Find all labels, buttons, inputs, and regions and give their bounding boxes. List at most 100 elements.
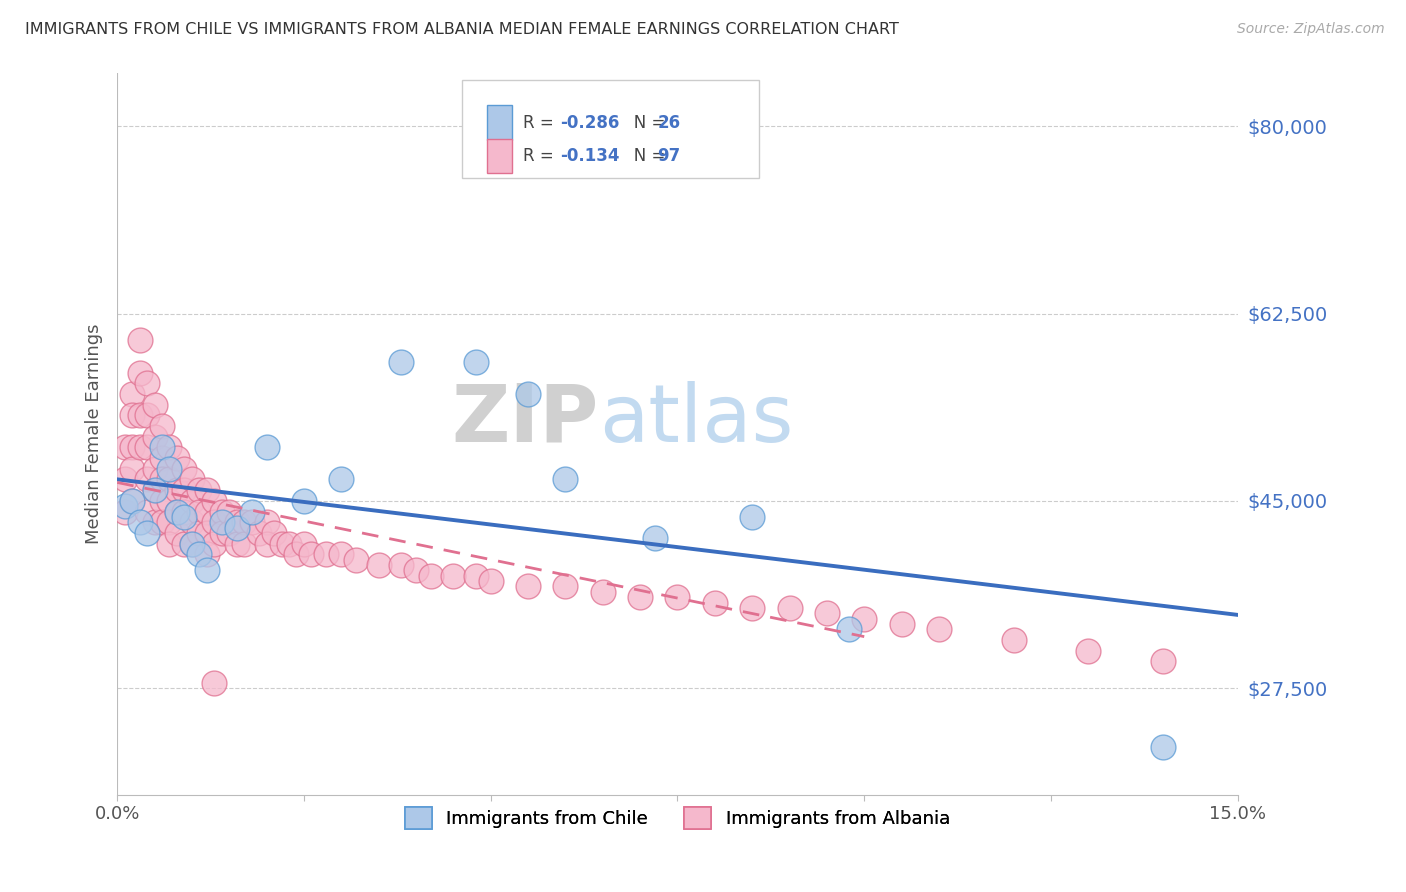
Point (666, 590, 689, 604)
Point (285, 547, 308, 561)
Point (554, 579, 576, 593)
Point (150, 516, 173, 530)
FancyBboxPatch shape (486, 138, 512, 173)
FancyBboxPatch shape (463, 80, 759, 178)
Point (159, 473, 181, 487)
Point (128, 334, 150, 348)
Point (114, 500, 136, 514)
Point (202, 516, 225, 530)
Point (202, 675, 225, 690)
Point (195, 563, 218, 577)
Point (159, 536, 181, 550)
Point (114, 473, 136, 487)
Point (121, 387, 143, 401)
Point (420, 568, 443, 582)
Point (136, 526, 159, 541)
Y-axis label: Median Female Earnings: Median Female Earnings (86, 324, 103, 544)
Text: 97: 97 (657, 147, 681, 165)
Point (211, 516, 233, 530)
Point (121, 409, 143, 423)
Point (121, 494, 143, 508)
Point (479, 574, 502, 588)
Point (554, 473, 576, 487)
Point (441, 568, 464, 582)
Point (592, 584, 614, 599)
Point (150, 419, 173, 434)
Point (136, 441, 159, 455)
Text: N =: N = (619, 147, 671, 165)
Point (344, 552, 367, 566)
Point (173, 510, 195, 524)
Point (263, 526, 285, 541)
Point (114, 441, 136, 455)
Point (159, 494, 181, 508)
Point (741, 600, 763, 615)
Point (464, 568, 486, 582)
Point (136, 409, 159, 423)
Point (195, 505, 218, 519)
Point (928, 622, 950, 636)
Point (143, 483, 166, 498)
Point (166, 505, 188, 519)
Point (128, 516, 150, 530)
Point (166, 505, 188, 519)
Point (225, 536, 247, 550)
Point (180, 516, 202, 530)
Point (256, 516, 278, 530)
Text: Source: ZipAtlas.com: Source: ZipAtlas.com (1237, 22, 1385, 37)
Point (211, 526, 233, 541)
Point (517, 579, 540, 593)
Point (180, 473, 202, 487)
Text: N =: N = (619, 113, 671, 132)
Point (256, 536, 278, 550)
Point (330, 473, 353, 487)
Point (815, 606, 838, 620)
Point (703, 595, 725, 609)
Point (143, 430, 166, 444)
Point (1077, 643, 1099, 657)
Point (464, 355, 486, 369)
Point (195, 547, 218, 561)
Point (114, 505, 136, 519)
Point (225, 516, 247, 530)
Point (195, 526, 218, 541)
Point (644, 532, 666, 546)
Point (299, 547, 322, 561)
Point (121, 462, 143, 476)
Point (330, 547, 353, 561)
Point (166, 451, 188, 466)
Point (150, 494, 173, 508)
Point (180, 536, 202, 550)
Point (202, 536, 225, 550)
Point (218, 526, 240, 541)
Point (233, 536, 256, 550)
FancyBboxPatch shape (486, 105, 512, 140)
Point (188, 526, 211, 541)
Point (628, 590, 651, 604)
Legend: Immigrants from Chile, Immigrants from Albania: Immigrants from Chile, Immigrants from A… (398, 800, 957, 837)
Point (202, 494, 225, 508)
Point (166, 526, 188, 541)
Point (188, 505, 211, 519)
Text: R =: R = (523, 147, 558, 165)
Point (173, 505, 195, 519)
Point (890, 616, 912, 631)
Point (121, 441, 143, 455)
Point (195, 483, 218, 498)
Point (240, 505, 263, 519)
Point (838, 622, 860, 636)
Point (211, 505, 233, 519)
Point (853, 611, 876, 625)
Point (173, 483, 195, 498)
Point (741, 510, 763, 524)
Point (256, 441, 278, 455)
Point (159, 462, 181, 476)
Point (136, 376, 159, 391)
Point (779, 600, 801, 615)
Point (121, 494, 143, 508)
Point (150, 473, 173, 487)
Point (1002, 632, 1025, 647)
Point (389, 558, 412, 572)
Point (136, 473, 159, 487)
Point (247, 526, 270, 541)
